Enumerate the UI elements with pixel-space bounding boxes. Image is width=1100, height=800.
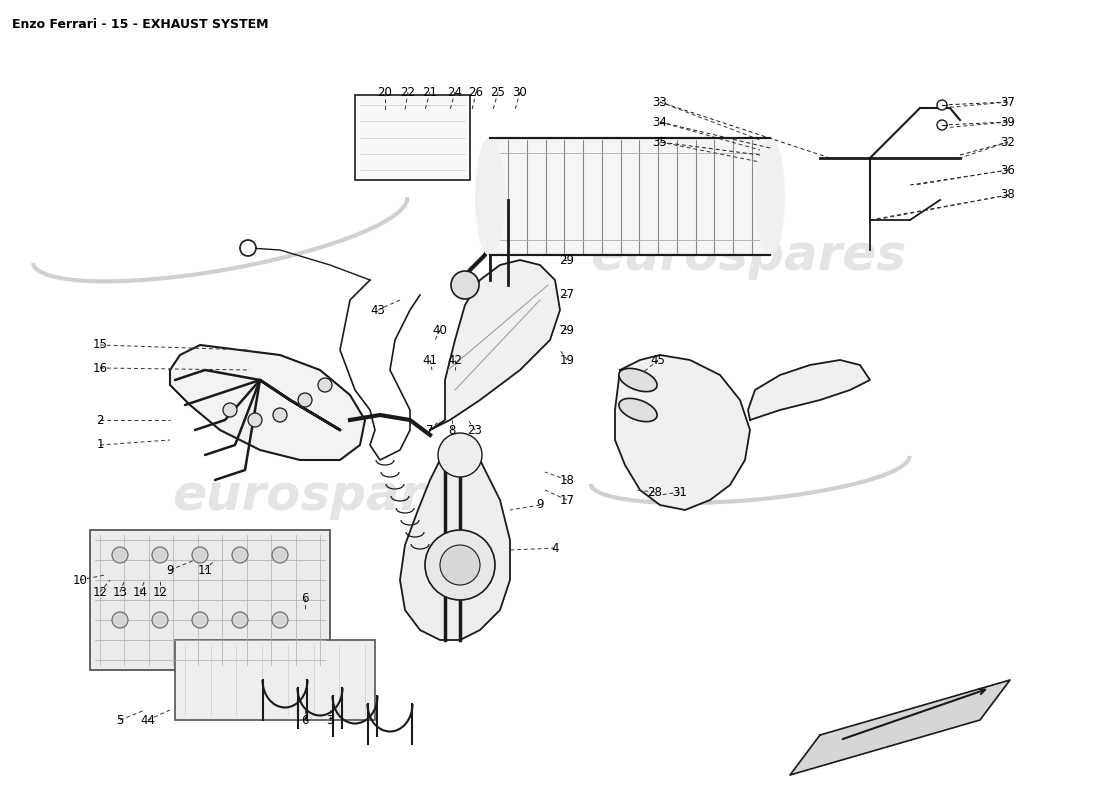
Polygon shape xyxy=(430,260,560,430)
Polygon shape xyxy=(790,680,1010,775)
Text: 40: 40 xyxy=(432,323,448,337)
Circle shape xyxy=(240,240,256,256)
Circle shape xyxy=(232,547,248,563)
Text: 23: 23 xyxy=(468,423,483,437)
Bar xyxy=(175,640,375,720)
Text: 13: 13 xyxy=(112,586,128,598)
Text: 26: 26 xyxy=(469,86,484,98)
Text: 31: 31 xyxy=(672,486,688,498)
Text: 39: 39 xyxy=(1001,115,1015,129)
Text: 14: 14 xyxy=(132,586,147,598)
Polygon shape xyxy=(400,440,510,640)
Circle shape xyxy=(451,271,478,299)
Text: 8: 8 xyxy=(449,423,455,437)
Text: 1: 1 xyxy=(97,438,103,451)
Text: 38: 38 xyxy=(1001,189,1015,202)
Text: 7: 7 xyxy=(427,423,433,437)
Bar xyxy=(355,95,470,180)
Ellipse shape xyxy=(476,138,504,255)
Ellipse shape xyxy=(619,368,657,392)
Text: 36: 36 xyxy=(1001,163,1015,177)
Ellipse shape xyxy=(619,398,657,422)
Circle shape xyxy=(248,413,262,427)
Text: 28: 28 xyxy=(648,486,662,498)
Text: 6: 6 xyxy=(301,714,309,726)
Text: 37: 37 xyxy=(1001,95,1015,109)
Bar xyxy=(490,138,770,255)
Text: 29: 29 xyxy=(560,254,574,266)
Circle shape xyxy=(112,547,128,563)
Circle shape xyxy=(298,393,312,407)
Circle shape xyxy=(937,120,947,130)
Text: 43: 43 xyxy=(371,303,385,317)
Text: 6: 6 xyxy=(301,591,309,605)
Polygon shape xyxy=(170,345,365,460)
Circle shape xyxy=(223,403,236,417)
Circle shape xyxy=(273,408,287,422)
Text: 35: 35 xyxy=(652,135,668,149)
Text: 17: 17 xyxy=(560,494,574,506)
Circle shape xyxy=(192,612,208,628)
Text: 32: 32 xyxy=(1001,135,1015,149)
Circle shape xyxy=(318,378,332,392)
Text: 45: 45 xyxy=(650,354,666,366)
Text: 19: 19 xyxy=(560,354,574,366)
Circle shape xyxy=(152,612,168,628)
Circle shape xyxy=(272,547,288,563)
Circle shape xyxy=(438,433,482,477)
Text: 12: 12 xyxy=(92,586,108,598)
Text: 24: 24 xyxy=(448,86,462,98)
Text: 18: 18 xyxy=(560,474,574,486)
Ellipse shape xyxy=(756,138,784,255)
Text: 3: 3 xyxy=(327,714,333,726)
Text: 15: 15 xyxy=(92,338,108,351)
Text: eurospares: eurospares xyxy=(172,472,488,520)
Polygon shape xyxy=(748,360,870,420)
Text: 9: 9 xyxy=(537,498,543,511)
Circle shape xyxy=(192,547,208,563)
Circle shape xyxy=(937,100,947,110)
Text: 20: 20 xyxy=(377,86,393,98)
Circle shape xyxy=(272,612,288,628)
Text: 22: 22 xyxy=(400,86,416,98)
Text: 33: 33 xyxy=(652,95,668,109)
Text: 25: 25 xyxy=(491,86,505,98)
Circle shape xyxy=(112,612,128,628)
Text: 4: 4 xyxy=(551,542,559,554)
Text: 29: 29 xyxy=(560,323,574,337)
Text: 41: 41 xyxy=(422,354,438,366)
Text: 30: 30 xyxy=(513,86,527,98)
Text: 34: 34 xyxy=(652,115,668,129)
Text: 12: 12 xyxy=(153,586,167,598)
Circle shape xyxy=(152,547,168,563)
Circle shape xyxy=(425,530,495,600)
Text: 16: 16 xyxy=(92,362,108,374)
Text: 2: 2 xyxy=(97,414,103,426)
Text: 11: 11 xyxy=(198,563,212,577)
Text: 10: 10 xyxy=(73,574,87,586)
Text: 9: 9 xyxy=(166,563,174,577)
Text: 27: 27 xyxy=(560,289,574,302)
Circle shape xyxy=(440,545,480,585)
Text: 44: 44 xyxy=(141,714,155,726)
Text: 21: 21 xyxy=(422,86,438,98)
Text: 42: 42 xyxy=(448,354,462,366)
Polygon shape xyxy=(615,355,750,510)
Text: 5: 5 xyxy=(117,714,123,726)
Text: eurospares: eurospares xyxy=(590,232,906,280)
Circle shape xyxy=(232,612,248,628)
Text: Enzo Ferrari - 15 - EXHAUST SYSTEM: Enzo Ferrari - 15 - EXHAUST SYSTEM xyxy=(12,18,268,31)
Bar xyxy=(90,530,330,670)
